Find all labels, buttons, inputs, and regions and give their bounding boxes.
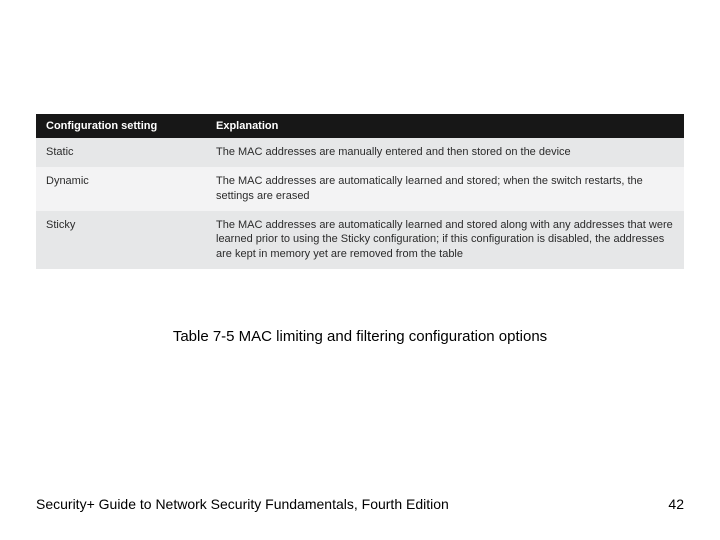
cell-setting: Dynamic [36, 167, 206, 211]
page-number: 42 [668, 496, 684, 512]
table-header-row: Configuration setting Explanation [36, 114, 684, 138]
config-table: Configuration setting Explanation Static… [36, 114, 684, 269]
footer-source: Security+ Guide to Network Security Fund… [36, 496, 449, 512]
cell-explanation: The MAC addresses are manually entered a… [206, 138, 684, 167]
cell-explanation: The MAC addresses are automatically lear… [206, 211, 684, 270]
col-header-setting: Configuration setting [36, 114, 206, 138]
col-header-explanation: Explanation [206, 114, 684, 138]
table-row: Sticky The MAC addresses are automatical… [36, 211, 684, 270]
table-row: Dynamic The MAC addresses are automatica… [36, 167, 684, 211]
config-table-container: Configuration setting Explanation Static… [36, 114, 684, 269]
cell-setting: Static [36, 138, 206, 167]
cell-explanation: The MAC addresses are automatically lear… [206, 167, 684, 211]
cell-setting: Sticky [36, 211, 206, 270]
table-caption: Table 7-5 MAC limiting and filtering con… [0, 328, 720, 345]
table-body: Static The MAC addresses are manually en… [36, 138, 684, 269]
table-header: Configuration setting Explanation [36, 114, 684, 138]
slide: Configuration setting Explanation Static… [0, 0, 720, 540]
table-row: Static The MAC addresses are manually en… [36, 138, 684, 167]
